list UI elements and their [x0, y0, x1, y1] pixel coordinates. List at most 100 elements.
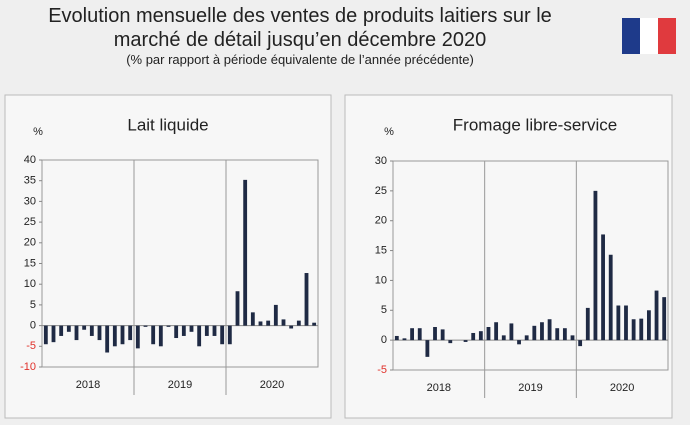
bar	[524, 335, 529, 341]
bar	[258, 321, 263, 326]
bar	[478, 331, 483, 341]
bar	[402, 338, 407, 341]
bar	[662, 297, 667, 341]
subtitle: (% par rapport à période équivalente de …	[126, 52, 474, 67]
bar	[509, 323, 514, 341]
bar	[135, 325, 140, 349]
y-axis-label: %	[384, 126, 394, 138]
bar	[97, 325, 102, 341]
bar	[646, 310, 651, 341]
bar	[448, 340, 453, 344]
bar	[417, 328, 422, 341]
y-tick-label: 20	[24, 237, 36, 249]
bar	[43, 325, 48, 345]
bar	[494, 322, 499, 341]
y-tick-label: 0	[381, 334, 387, 346]
y-tick-label: 20	[375, 215, 387, 227]
title: Evolution mensuelle des ventes de produi…	[48, 5, 552, 51]
bar	[289, 325, 294, 329]
bar	[51, 325, 56, 343]
bar	[304, 273, 309, 326]
bar	[189, 325, 194, 332]
y-tick-label: 10	[24, 278, 36, 290]
bar	[66, 325, 71, 332]
y-tick-label: -10	[20, 361, 36, 373]
x-group-label: 2019	[168, 379, 192, 391]
bar	[433, 327, 437, 341]
bar	[89, 325, 94, 336]
bar	[540, 322, 544, 341]
bar	[312, 322, 317, 326]
flag-white	[640, 18, 658, 54]
bar	[82, 325, 87, 330]
bar	[143, 325, 148, 327]
bar	[517, 340, 521, 345]
bar	[166, 325, 171, 327]
chart-title: Lait liquide	[127, 115, 208, 134]
bar	[578, 340, 583, 347]
bar	[158, 325, 163, 347]
bar	[440, 329, 445, 341]
bar	[601, 234, 605, 341]
y-tick-label: 10	[375, 274, 387, 286]
chart-title: Fromage libre-service	[453, 115, 617, 134]
y-tick-label: 25	[24, 216, 36, 228]
bar	[227, 325, 232, 345]
bar	[204, 325, 209, 336]
bar	[296, 320, 301, 326]
bar	[197, 325, 202, 347]
y-tick-label: 35	[24, 175, 36, 187]
bar	[112, 325, 117, 347]
bar	[281, 319, 286, 326]
bar	[631, 319, 636, 341]
bar	[501, 335, 506, 341]
bar	[471, 332, 476, 341]
y-tick-label: -5	[377, 364, 387, 376]
bar	[639, 318, 644, 341]
x-group-label: 2020	[260, 379, 284, 391]
bar	[128, 325, 133, 341]
panel	[4, 94, 332, 419]
bar	[463, 340, 468, 342]
bar	[273, 304, 278, 326]
bar	[250, 312, 255, 326]
y-tick-label: 30	[24, 195, 36, 207]
y-tick-label: 15	[375, 244, 387, 256]
flag-red	[658, 18, 676, 54]
bar	[243, 179, 248, 326]
x-group-label: 2018	[427, 382, 451, 394]
bar	[486, 327, 491, 341]
bar	[624, 305, 628, 341]
bar	[593, 190, 598, 341]
y-tick-label: 40	[24, 154, 36, 166]
bar	[562, 328, 567, 341]
y-tick-label: 0	[30, 320, 36, 332]
y-tick-label: -5	[26, 340, 36, 352]
bar	[120, 325, 125, 345]
y-tick-label: 5	[381, 304, 387, 316]
bar	[235, 291, 240, 326]
bar	[555, 328, 560, 341]
y-axis-label: %	[33, 126, 43, 138]
bar	[547, 319, 552, 341]
x-group-label: 2018	[76, 379, 100, 391]
flag-blue	[622, 18, 640, 54]
bar	[59, 325, 64, 336]
bar	[425, 340, 430, 357]
bar	[212, 325, 217, 336]
bar	[105, 325, 110, 353]
bar	[174, 325, 179, 339]
bar	[532, 325, 537, 341]
y-tick-label: 25	[375, 185, 387, 197]
bar	[410, 328, 415, 341]
bar	[616, 305, 621, 341]
x-group-label: 2019	[518, 382, 542, 394]
bar	[266, 320, 271, 326]
flag	[622, 18, 676, 54]
x-group-label: 2020	[610, 382, 634, 394]
bar	[394, 335, 399, 341]
bar	[181, 325, 186, 336]
bar	[608, 254, 613, 341]
